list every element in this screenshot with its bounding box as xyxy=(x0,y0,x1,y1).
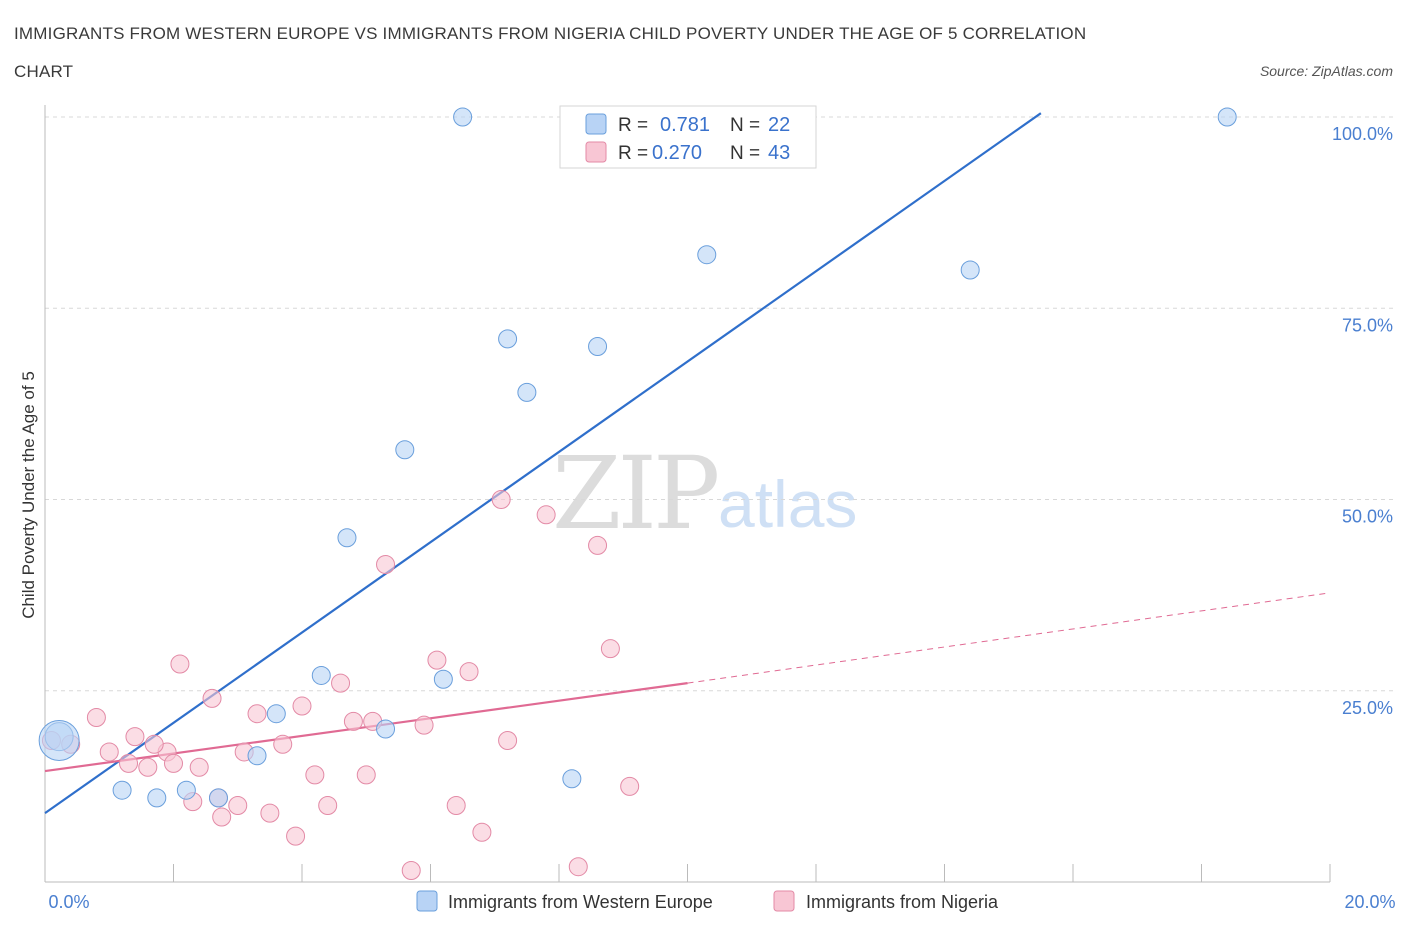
point-western-europe xyxy=(395,440,415,460)
legend-n-value-2: 43 xyxy=(768,142,790,164)
point-nigeria xyxy=(286,826,306,846)
point-nigeria xyxy=(125,727,145,747)
point-western-europe xyxy=(498,329,518,349)
series-legend-swatch-western-europe xyxy=(416,890,438,912)
point-nigeria xyxy=(620,776,640,796)
point-nigeria xyxy=(144,734,164,754)
point-western-europe xyxy=(562,769,582,789)
point-western-europe xyxy=(112,780,132,800)
point-western-europe xyxy=(247,746,267,766)
point-nigeria xyxy=(138,757,158,777)
point-western-europe xyxy=(311,665,331,685)
point-western-europe xyxy=(176,780,196,800)
point-nigeria xyxy=(318,796,338,815)
y-tick-label: 25.0% xyxy=(1342,698,1393,718)
point-nigeria xyxy=(86,708,106,728)
point-western-europe xyxy=(147,788,167,808)
point-western-europe xyxy=(337,528,357,548)
point-nigeria xyxy=(119,753,139,773)
point-western-europe xyxy=(38,719,80,761)
y-tick-labels: 25.0% 50.0% 75.0% 100.0% xyxy=(1332,124,1393,718)
legend-r-label-2: R = xyxy=(618,143,648,164)
point-nigeria xyxy=(292,696,312,716)
point-nigeria xyxy=(588,535,608,555)
legend-swatch-nigeria xyxy=(585,141,607,163)
legend-r-label-1: R = xyxy=(618,115,648,136)
x-tick-label: 20.0% xyxy=(1344,892,1395,912)
trend-line-western-europe xyxy=(44,112,1042,815)
y-axis-label: Child Poverty Under the Age of 5 xyxy=(19,371,38,619)
point-nigeria xyxy=(376,555,396,575)
gridlines xyxy=(45,116,1393,692)
point-nigeria xyxy=(228,796,248,815)
series-legend-swatch-nigeria xyxy=(773,890,795,912)
point-nigeria xyxy=(568,857,588,877)
point-nigeria xyxy=(170,654,190,674)
chart-title-line1: IMMIGRANTS FROM WESTERN EUROPE VS IMMIGR… xyxy=(14,24,1086,43)
y-tick-label: 50.0% xyxy=(1342,507,1393,527)
source-label: Source: ZipAtlas.com xyxy=(1260,63,1393,79)
point-nigeria xyxy=(331,673,351,693)
y-tick-label: 75.0% xyxy=(1342,315,1393,335)
watermark-atlas: atlas xyxy=(718,467,857,541)
point-nigeria xyxy=(427,650,447,670)
point-nigeria xyxy=(498,730,518,750)
series-legend-label-western-europe: Immigrants from Western Europe xyxy=(448,892,713,912)
legend-r-value-2: 0.270 xyxy=(652,142,702,164)
point-nigeria xyxy=(414,715,434,735)
point-nigeria xyxy=(459,662,479,682)
point-western-europe xyxy=(376,719,396,739)
x-tick-labels: 0.0% 20.0% xyxy=(48,892,1395,912)
point-western-europe xyxy=(697,245,717,265)
point-western-europe xyxy=(588,337,608,356)
legend-n-label-2: N = xyxy=(730,143,760,164)
point-nigeria xyxy=(273,734,293,754)
point-western-europe xyxy=(517,382,537,402)
point-nigeria xyxy=(600,639,620,659)
point-nigeria xyxy=(247,704,267,724)
point-nigeria xyxy=(99,742,119,762)
trend-line-nigeria-extrapolated xyxy=(687,592,1331,684)
point-nigeria xyxy=(343,711,363,731)
point-western-europe xyxy=(960,260,980,280)
watermark-zip: ZIP xyxy=(552,435,717,552)
point-nigeria xyxy=(189,757,209,777)
point-western-europe xyxy=(433,669,453,689)
x-tick-label: 0.0% xyxy=(48,892,89,912)
point-nigeria xyxy=(356,765,376,785)
point-nigeria xyxy=(305,765,325,785)
point-western-europe xyxy=(266,704,286,724)
point-nigeria xyxy=(260,803,280,823)
point-western-europe xyxy=(1217,107,1237,127)
point-nigeria xyxy=(446,796,466,815)
legend-r-value-1: 0.781 xyxy=(660,114,710,136)
point-western-europe xyxy=(208,788,228,808)
legend-swatch-western-europe xyxy=(585,113,607,135)
point-nigeria xyxy=(202,688,222,708)
point-nigeria xyxy=(164,753,183,773)
legend-n-value-1: 22 xyxy=(768,114,790,136)
series-legend: Immigrants from Western Europe Immigrant… xyxy=(416,890,999,912)
point-nigeria xyxy=(401,861,421,881)
chart-title-line2: CHART xyxy=(14,62,73,81)
point-nigeria xyxy=(212,807,232,827)
series-legend-label-nigeria: Immigrants from Nigeria xyxy=(806,892,999,912)
y-tick-label: 100.0% xyxy=(1332,124,1393,144)
point-nigeria xyxy=(536,505,556,525)
point-nigeria xyxy=(472,822,492,842)
legend-n-label-1: N = xyxy=(730,115,760,136)
stats-legend: R = 0.781 N = 22 R = 0.270 N = 43 xyxy=(559,105,817,169)
point-nigeria xyxy=(491,490,511,509)
point-western-europe xyxy=(453,107,473,127)
scatter-points xyxy=(38,107,1237,881)
